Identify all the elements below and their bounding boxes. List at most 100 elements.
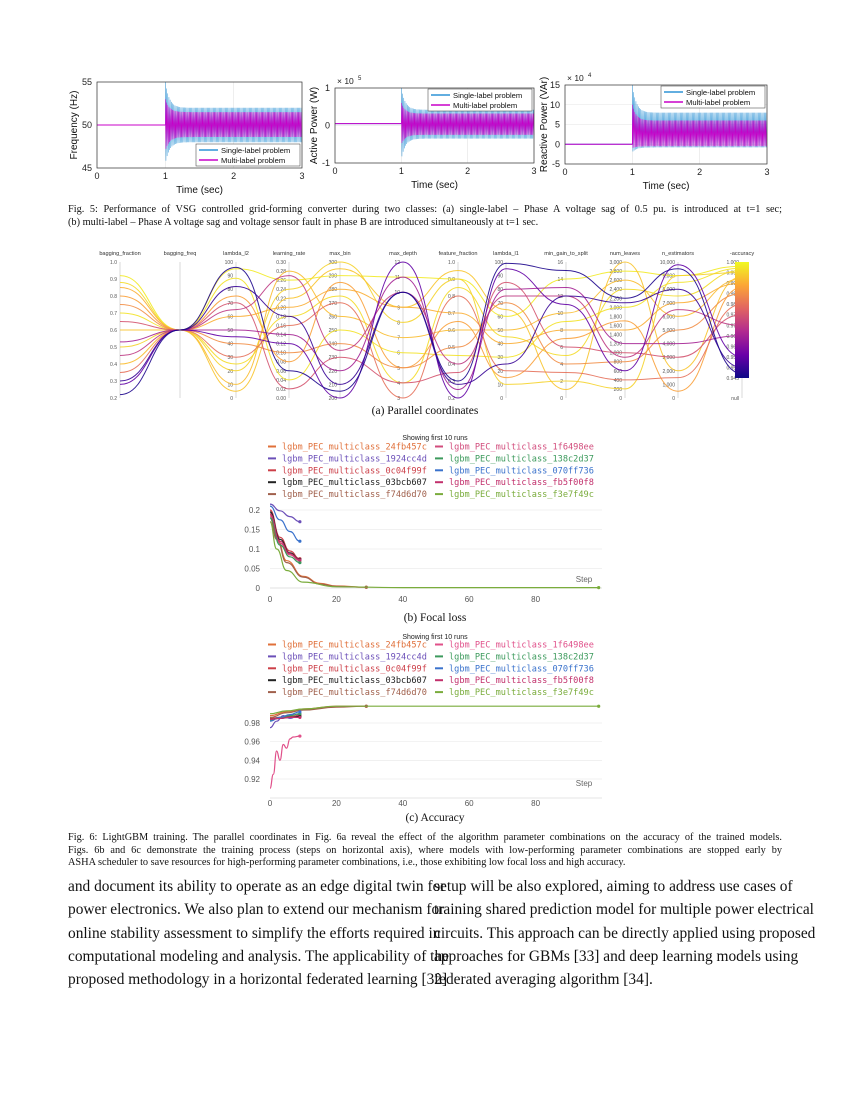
- parallel-tick-label: 0.02: [276, 387, 286, 393]
- parallel-axis-label: learning_rate: [273, 251, 306, 257]
- body-column-right: setup will be also explored, aiming to a…: [434, 875, 815, 991]
- fig6-caption: Fig. 6: LightGBM training. The parallel …: [68, 832, 782, 870]
- parallel-tick-label: 0.955: [726, 355, 739, 361]
- parallel-run-line: [119, 270, 743, 385]
- parallel-tick-label: 4: [560, 362, 563, 368]
- parallel-tick-label: 400: [614, 378, 623, 384]
- parallel-tick-label: 0.6: [448, 328, 455, 334]
- legend-box: [427, 88, 533, 112]
- legend-label: Multi-label problem: [686, 98, 750, 107]
- y-tick-label: 50: [82, 120, 92, 130]
- axis-multiplier-exponent: 4: [588, 73, 592, 79]
- parallel-tick-label: 1,200: [609, 342, 622, 348]
- axis-multiplier-exponent: 5: [358, 76, 362, 82]
- legend-run-name: lgbm_PEC_multiclass_070ff736: [449, 466, 594, 476]
- parallel-tick-label: 9,000: [662, 274, 675, 280]
- parallel-run-line: [119, 262, 743, 396]
- parallel-run-line: [119, 281, 743, 390]
- legend-run-name: lgbm_PEC_multiclass_138c2d37: [449, 454, 594, 464]
- parallel-tick-label: 40: [497, 342, 503, 348]
- y-tick-label: 0.2: [249, 506, 261, 515]
- parallel-tick-label: 1,400: [609, 333, 622, 339]
- parallel-tick-label: 0.30: [276, 260, 286, 266]
- legend-title: Showing first 10 runs: [402, 634, 468, 641]
- body-column-left: and document its ability to operate as a…: [68, 875, 449, 991]
- x-axis-label: Time (sec): [176, 185, 223, 196]
- parallel-tick-label: 100: [495, 260, 504, 266]
- parallel-tick-label: 0.8: [110, 294, 117, 300]
- legend-run-name: lgbm_PEC_multiclass_24fb457c: [282, 443, 427, 453]
- parallel-null-label: null: [731, 396, 739, 402]
- parallel-tick-label: 4,000: [662, 342, 675, 348]
- parallel-tick-label: 80: [227, 287, 233, 293]
- legend-run-name: lgbm_PEC_multiclass_24fb457c: [282, 641, 427, 651]
- parallel-tick-label: 10: [557, 311, 563, 317]
- legend-run-name: lgbm_PEC_multiclass_fb5f00f8: [449, 478, 594, 488]
- y-axis-label: Active Power (W): [309, 87, 320, 164]
- x-tick-label: 3: [531, 166, 536, 176]
- x-axis-label: Step: [576, 779, 593, 788]
- y-axis-label: Frequency (Hz): [69, 91, 80, 160]
- plot-frame: [334, 87, 535, 164]
- y-tick-label: 0.1: [249, 545, 261, 554]
- parallel-tick-label: 0.20: [276, 305, 286, 311]
- parallel-tick-label: 0.18: [276, 314, 286, 320]
- parallel-tick-label: 30: [227, 355, 233, 361]
- accuracy-colorbar: [735, 262, 749, 378]
- fig5-caption-line: (b) multi-label – Phase A voltage sag an…: [68, 216, 539, 228]
- parallel-tick-label: 0: [500, 396, 503, 402]
- legend-run-name: lgbm_PEC_multiclass_0c04f99f: [282, 664, 427, 674]
- plot-frame: [96, 81, 303, 169]
- parallel-tick-label: 0.7: [448, 311, 455, 317]
- run-line: [269, 716, 300, 720]
- parallel-tick-label: 80: [497, 287, 503, 293]
- parallel-tick-label: 0.995: [726, 271, 739, 277]
- fig6b-subcaption: (b) Focal loss: [403, 612, 467, 624]
- parallel-tick-label: 70: [227, 301, 233, 307]
- legend-run-name: lgbm_PEC_multiclass_f3e7f49c: [449, 490, 594, 500]
- run-line: [269, 517, 300, 564]
- y-tick-label: 0.98: [244, 719, 260, 728]
- parallel-tick-label: 3,000: [609, 260, 622, 266]
- y-tick-label: 0.05: [244, 565, 260, 574]
- legend-run-name: lgbm_PEC_multiclass_138c2d37: [449, 652, 594, 662]
- parallel-tick-label: 9: [397, 305, 400, 311]
- parallel-tick-label: 0.6: [110, 328, 117, 334]
- y-tick-label: 0: [555, 139, 560, 149]
- legend-label: Single-label problem: [221, 146, 290, 155]
- parallel-tick-label: 0.08: [276, 360, 286, 366]
- parallel-tick-label: 0: [230, 396, 233, 402]
- x-axis-label: Time (sec): [411, 180, 458, 191]
- y-tick-label: 0: [256, 584, 261, 593]
- parallel-tick-label: 90: [497, 274, 503, 280]
- axis-multiplier: × 10: [337, 76, 354, 86]
- parallel-tick-label: 10,000: [660, 260, 676, 266]
- y-tick-label: 0.15: [244, 526, 260, 535]
- parallel-tick-label: 1.0: [448, 260, 455, 266]
- parallel-tick-label: 1.000: [726, 260, 739, 266]
- parallel-tick-label: 800: [614, 360, 623, 366]
- legend-run-name: lgbm_PEC_multiclass_1f6498ee: [449, 443, 594, 453]
- parallel-tick-label: 0.4: [448, 362, 455, 368]
- series-multi-oscillation: [165, 99, 302, 149]
- y-tick-label: 1: [325, 83, 330, 93]
- x-tick-label: 20: [332, 799, 341, 808]
- x-axis-label: Step: [576, 575, 593, 584]
- parallel-tick-label: 0: [560, 396, 563, 402]
- x-tick-label: 60: [465, 799, 474, 808]
- legend-label: Single-label problem: [686, 88, 755, 97]
- x-tick-label: 3: [764, 167, 769, 177]
- fig6a-subcaption: (a) Parallel coordinates: [371, 405, 479, 417]
- parallel-tick-label: 6: [397, 351, 400, 357]
- parallel-run-line: [119, 267, 743, 381]
- parallel-axis-label: bagging_fraction: [99, 251, 140, 257]
- parallel-tick-label: 210: [329, 382, 338, 388]
- parallel-axis-label: max_depth: [389, 251, 417, 257]
- parallel-axis-label: -accuracy: [730, 251, 754, 257]
- parallel-tick-label: 2: [560, 379, 563, 385]
- parallel-tick-label: 0.28: [276, 269, 286, 275]
- parallel-tick-label: 2,000: [662, 369, 675, 375]
- parallel-tick-label: 0.26: [276, 278, 286, 284]
